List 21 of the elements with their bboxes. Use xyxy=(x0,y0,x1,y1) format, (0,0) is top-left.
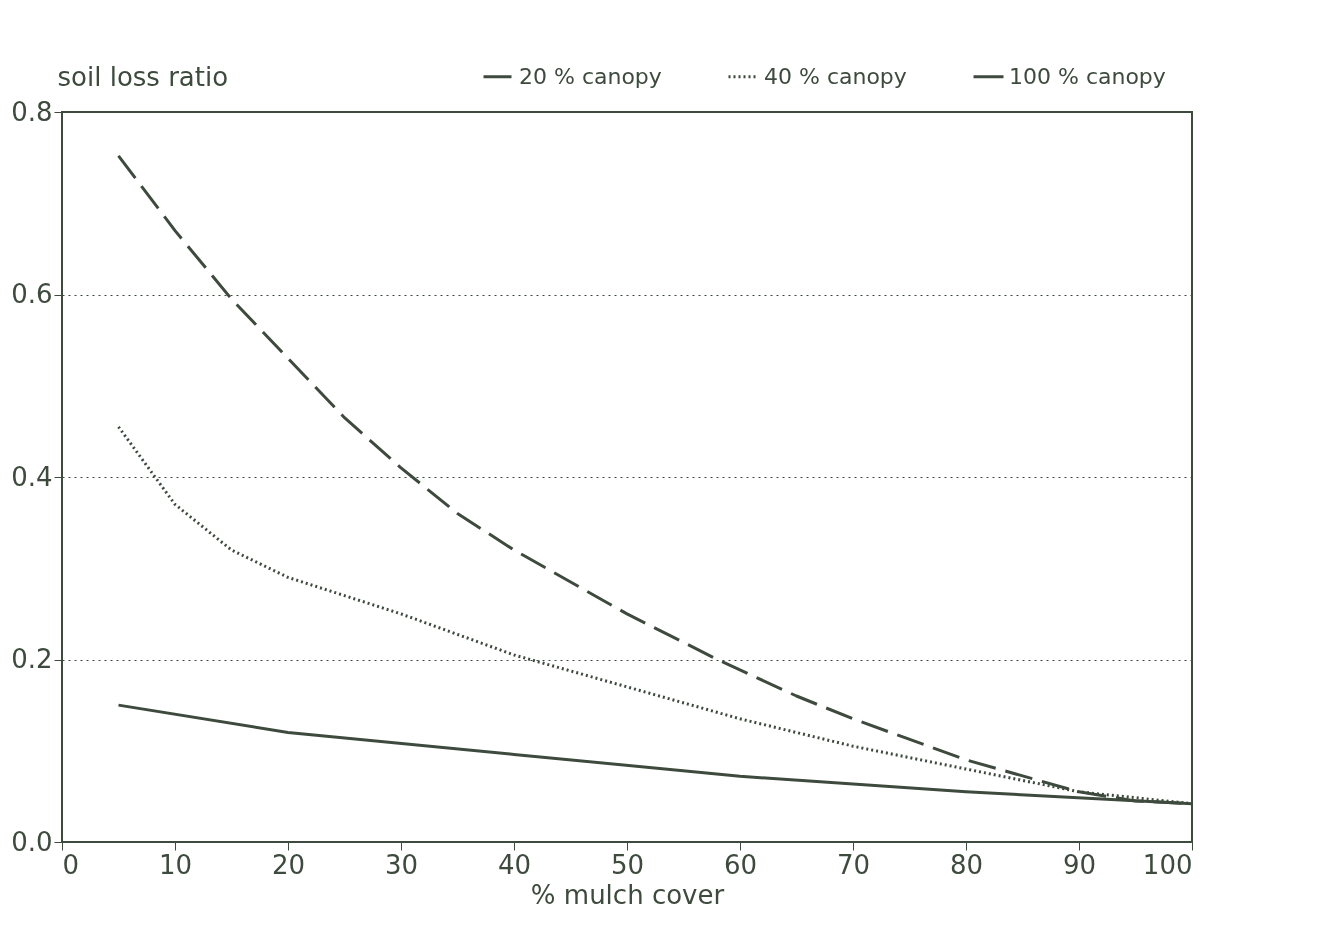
x-tick-label: 0 xyxy=(62,849,80,880)
y-tick-label: 0.8 xyxy=(11,96,53,127)
x-tick-label: 20 xyxy=(271,849,306,880)
x-tick-label: 30 xyxy=(384,849,419,880)
legend-label: 40 % canopy xyxy=(764,63,907,89)
y-tick-label: 0.6 xyxy=(11,279,53,309)
x-tick-label: 80 xyxy=(949,849,984,880)
x-tick-label: 90 xyxy=(1062,849,1097,880)
x-tick-label: 40 xyxy=(497,849,532,880)
x-tick-label: 50 xyxy=(610,849,645,880)
y-tick-label: 0.2 xyxy=(11,644,53,674)
y-tick-label: 0.0 xyxy=(11,826,53,857)
x-tick-label: 10 xyxy=(158,849,193,880)
legend-label: 100 % canopy xyxy=(1009,63,1166,89)
y-tick-label: 0.4 xyxy=(11,461,53,492)
legend-label: 20 % canopy xyxy=(519,63,662,89)
y-axis-title: soil loss ratio xyxy=(57,61,229,92)
x-tick-label: 60 xyxy=(723,849,758,880)
x-axis-title: % mulch cover xyxy=(530,879,725,910)
x-tick-label: 70 xyxy=(836,849,871,880)
x-tick-label: 100 xyxy=(1142,849,1193,880)
